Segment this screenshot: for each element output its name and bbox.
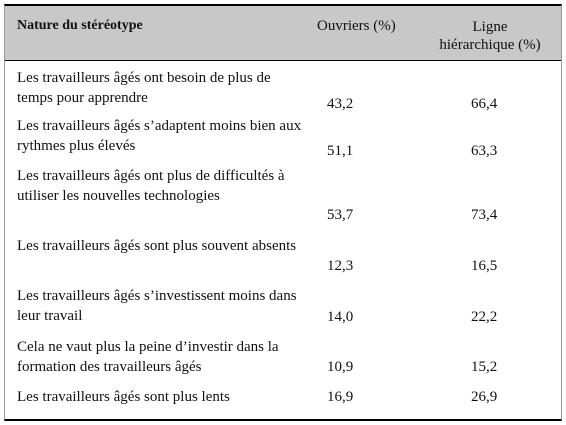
table-header: Nature du stéréotype Ouvriers (%) Ligne …	[5, 6, 561, 61]
header-ligne-line2: hiérarchique (%)	[439, 37, 541, 53]
row-value-ligne: 15,2	[471, 359, 498, 375]
row-label: Les travailleurs âgés ont besoin de plus…	[17, 70, 271, 106]
row-label: Les travailleurs âgés sont plus lents	[17, 389, 230, 405]
row-value-ouvriers: 53,7	[327, 207, 354, 223]
row-label: Les travailleurs âgés sont plus souvent …	[17, 238, 297, 254]
row-value-ligne: 26,9	[471, 389, 498, 405]
row-value-ligne: 63,3	[471, 143, 498, 159]
row-label: Les travailleurs âgés s’adaptent moins b…	[17, 118, 302, 154]
header-stereotype: Nature du stéréotype	[17, 18, 143, 33]
row-value-ouvriers: 10,9	[327, 359, 354, 375]
row-label: Cela ne vaut plus la peine d’investir da…	[17, 339, 279, 375]
row-value-ligne: 16,5	[471, 258, 498, 274]
row-label: Les travailleurs âgés s’investissent moi…	[17, 288, 297, 324]
header-ligne-line1: Ligne	[472, 19, 508, 35]
row-value-ouvriers: 14,0	[327, 309, 354, 325]
header-ouvriers: Ouvriers (%)	[317, 18, 396, 34]
row-value-ligne: 66,4	[471, 96, 498, 112]
stereotype-table: Nature du stéréotype Ouvriers (%) Ligne …	[4, 4, 562, 421]
row-value-ouvriers: 51,1	[327, 143, 354, 159]
row-value-ligne: 22,2	[471, 309, 498, 325]
header-ligne: Ligne hiérarchique (%)	[415, 18, 565, 54]
row-value-ouvriers: 16,9	[327, 389, 354, 405]
row-label: Les travailleurs âgés ont plus de diffic…	[17, 168, 285, 204]
row-value-ligne: 73,4	[471, 207, 498, 223]
row-value-ouvriers: 43,2	[327, 96, 354, 112]
row-value-ouvriers: 12,3	[327, 258, 354, 274]
